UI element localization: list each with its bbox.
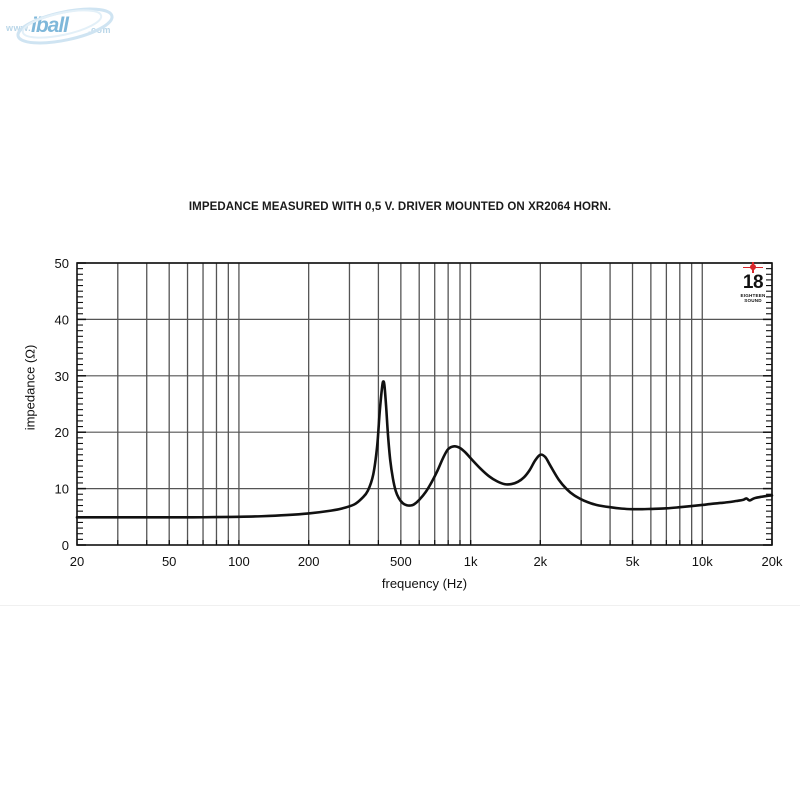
watermark-name: iball	[31, 14, 69, 37]
impedance-chart: 20 50 100 200 500 1k 2k 5k 10k 20k 0 10 20 30 40 50 im…	[0, 240, 800, 600]
svg-text:0: 0	[62, 538, 69, 553]
svg-text:200: 200	[298, 554, 320, 569]
svg-text:20: 20	[70, 554, 84, 569]
watermark-prefix: www.	[6, 23, 32, 33]
y-axis-label: impedance (Ω)	[22, 344, 38, 431]
svg-text:50: 50	[162, 554, 176, 569]
plot-area: 20 50 100 200 500 1k 2k 5k 10k 20k 0 10 20 30 40 50	[55, 256, 783, 569]
y-gridlines	[77, 262, 772, 490]
svg-text:1k: 1k	[464, 554, 478, 569]
plot-frame	[76, 262, 773, 546]
y-tick-labels: 0 10 20 30 40 50	[55, 256, 69, 553]
watermark-orbit-icon	[16, 7, 114, 45]
svg-text:40: 40	[55, 312, 69, 327]
svg-text:30: 30	[55, 369, 69, 384]
svg-text:10k: 10k	[692, 554, 713, 569]
svg-text:50: 50	[55, 256, 69, 271]
svg-text:500: 500	[390, 554, 412, 569]
y-minor-ticks	[77, 262, 86, 546]
x-axis-label: frequency (Hz)	[381, 576, 468, 591]
x-tick-labels: 20 50 100 200 500 1k 2k 5k 10k 20k	[70, 554, 783, 569]
svg-text:10: 10	[55, 482, 69, 497]
svg-text:2k: 2k	[533, 554, 547, 569]
site-watermark: www. iball .com	[4, 4, 126, 46]
svg-text:20: 20	[55, 425, 69, 440]
svg-text:100: 100	[228, 554, 250, 569]
svg-text:20k: 20k	[762, 554, 783, 569]
divider-line	[0, 605, 800, 606]
x-gridlines	[117, 263, 773, 545]
chart-title: IMPEDANCE MEASURED WITH 0,5 V. DRIVER MO…	[188, 201, 612, 213]
watermark-suffix: .com	[88, 25, 112, 35]
svg-text:5k: 5k	[626, 554, 640, 569]
y-minor-ticks-right	[763, 262, 772, 546]
impedance-curve	[75, 380, 774, 519]
